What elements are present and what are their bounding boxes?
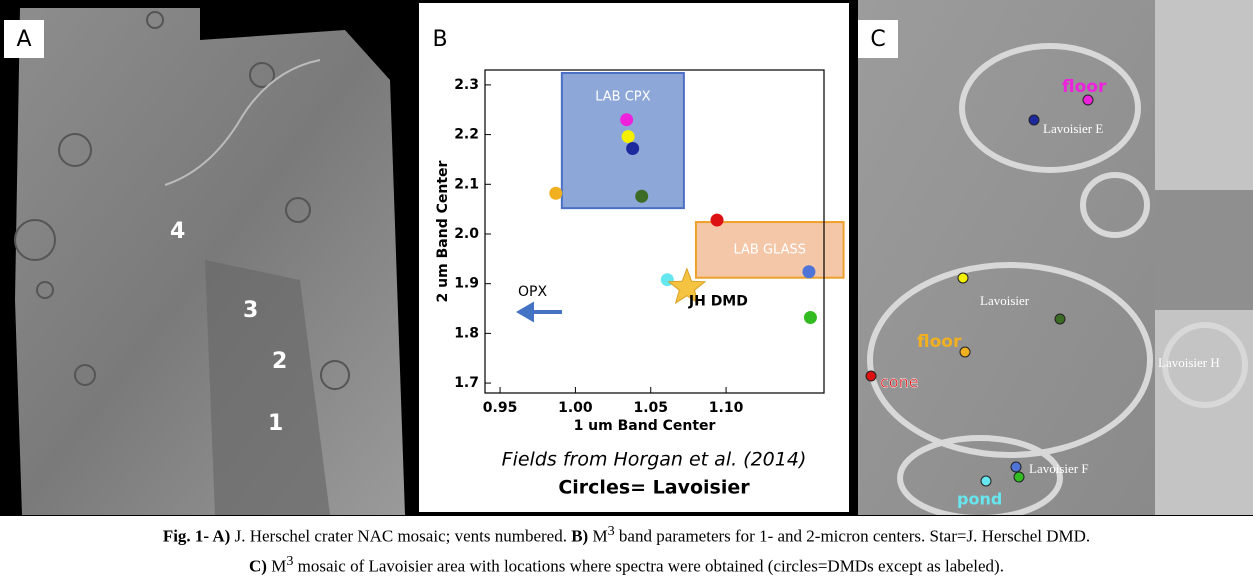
location-label: Lavoisier E: [1043, 121, 1103, 136]
vent-label: 1: [268, 411, 283, 436]
point: [803, 310, 817, 324]
panel-label-box: [4, 20, 44, 58]
caption-text: J. Herschel crater NAC mosaic; vents num…: [230, 526, 572, 546]
point: [802, 265, 816, 279]
location-label: Lavoisier: [980, 293, 1030, 308]
field-region: [560, 71, 685, 210]
rille: [164, 59, 321, 186]
location-label: floor: [917, 332, 962, 352]
panel-label: A: [16, 27, 31, 52]
panel-label: C: [870, 27, 885, 52]
craters: [14, 11, 350, 390]
figure: A 4 3 2 1 B LAB CPX LAB GLASS 0.95 1.00 1.05…: [0, 0, 1253, 515]
panel-label-box: [858, 20, 898, 58]
location-label: Lavoisier H: [1158, 355, 1220, 370]
separator: [849, 0, 858, 515]
location-dots: [865, 94, 1094, 487]
x-tick-label: 0.95: [483, 400, 518, 416]
annotation: OPX: [518, 284, 547, 300]
chart-note: Fields from Horgan et al. (2014): [502, 449, 807, 471]
y-tick-label: 1.9: [454, 276, 479, 292]
opx-arrow: [516, 301, 562, 323]
caption-sup: 3: [607, 523, 615, 539]
vent-label: 2: [272, 349, 287, 374]
image-strip-dark: [1155, 190, 1253, 310]
plot-frame: [484, 69, 825, 394]
point: [626, 142, 640, 156]
point: [621, 130, 635, 144]
location-label: floor: [1062, 77, 1107, 97]
x-tick-label: 1.05: [633, 400, 668, 416]
frame: [419, 0, 849, 3]
star-label: JH DMD: [688, 294, 748, 310]
point: [620, 113, 634, 127]
y-tick-label: 1.8: [454, 325, 479, 341]
point: [635, 189, 649, 203]
caption-sup: 3: [286, 552, 294, 569]
vent-label: 4: [170, 219, 185, 244]
caption: Fig. 1- A) J. Herschel crater NAC mosaic…: [0, 515, 1253, 575]
y-tick-label: 2.3: [454, 77, 479, 93]
x-axis-label: 1 um Band Center: [574, 418, 716, 434]
chart-note: Circles= Lavoisier: [558, 477, 750, 499]
vent-label: 3: [243, 298, 258, 323]
y-tick-label: 1.7: [454, 375, 479, 391]
frame: [419, 512, 849, 515]
caption-text: M: [588, 526, 608, 546]
x-tick-label: 1.00: [558, 400, 593, 416]
point: [549, 186, 563, 200]
vent-labels: 4 3 2 1: [170, 219, 287, 436]
y-axis-label: 2 um Band Center: [435, 160, 451, 302]
point: [710, 213, 724, 227]
star: [667, 267, 707, 305]
field-region: [694, 221, 845, 279]
x-tick-label: 1.10: [709, 400, 744, 416]
crater-rims: [867, 43, 1248, 515]
y-tick-label: 2.1: [454, 176, 479, 192]
caption-text: band parameters for 1- and 2-micron cent…: [614, 526, 1091, 546]
location-label: pond: [957, 490, 1002, 509]
location-label: Lavoisier F: [1029, 461, 1089, 476]
panel-label: B: [432, 27, 447, 52]
separator: [410, 0, 419, 515]
caption-bold: C): [249, 556, 267, 576]
caption-bold: Fig. 1- A): [162, 526, 231, 546]
region-label: LAB GLASS: [734, 243, 807, 258]
caption-text: M: [266, 556, 287, 576]
scatter-chart: LAB CPX LAB GLASS 0.95 1.00 1.05 1.10 1.7 1.8 1.…: [435, 69, 845, 434]
y-tick-label: 2.0: [454, 226, 479, 242]
location-label: cone: [880, 373, 919, 392]
y-tick-label: 2.2: [454, 127, 479, 143]
caption-line: Fig. 1- A) J. Herschel crater NAC mosaic…: [0, 519, 1253, 549]
dark-deposit: [205, 260, 330, 515]
caption-bold: B): [571, 526, 589, 546]
caption-line: C) M3 mosaic of Lavoisier area with loca…: [0, 549, 1253, 578]
caption-text: mosaic of Lavoisier area with locations …: [293, 556, 1004, 576]
region-label: LAB CPX: [595, 89, 650, 104]
